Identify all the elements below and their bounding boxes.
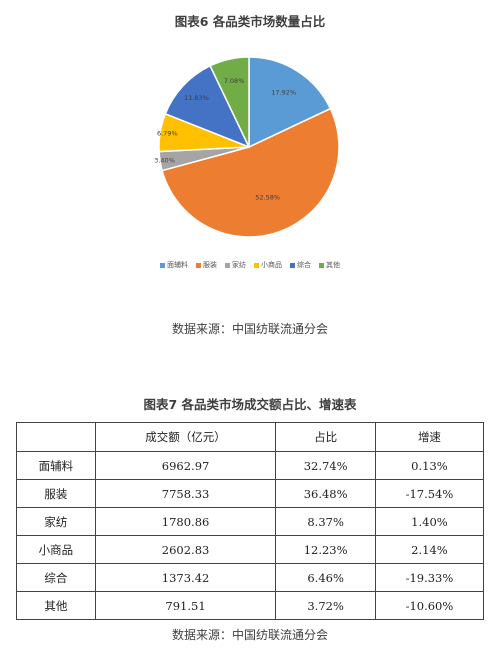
value-cell: 2.14% bbox=[374, 535, 485, 564]
legend-item: 面辅料 bbox=[160, 260, 188, 270]
legend-swatch bbox=[254, 262, 259, 268]
category-cell: 家纺 bbox=[16, 507, 96, 536]
table-header-cell bbox=[16, 422, 96, 452]
slice-data-label: 7.08% bbox=[224, 77, 245, 85]
category-cell: 其他 bbox=[16, 591, 96, 620]
value-cell: 2602.83 bbox=[94, 535, 277, 564]
table-row: 服装 7758.33 36.48% -17.54% bbox=[16, 479, 485, 508]
legend-swatch bbox=[319, 262, 324, 268]
category-cell: 服装 bbox=[16, 479, 96, 508]
slice-data-label: 52.58% bbox=[255, 194, 280, 202]
value-cell: -17.54% bbox=[374, 479, 485, 508]
table-row: 家纺 1780.86 8.37% 1.40% bbox=[16, 507, 485, 536]
value-cell: 12.23% bbox=[275, 535, 376, 564]
legend-label: 小商品 bbox=[261, 261, 282, 269]
slice-data-label: 11.83% bbox=[184, 94, 209, 102]
legend-label: 家纺 bbox=[232, 261, 246, 269]
legend-label: 综合 bbox=[297, 261, 311, 269]
value-cell: 3.72% bbox=[275, 591, 376, 620]
legend-swatch bbox=[196, 262, 201, 268]
value-cell: 1.40% bbox=[374, 507, 485, 536]
value-cell: 0.13% bbox=[374, 451, 485, 480]
value-cell: 791.51 bbox=[94, 591, 277, 620]
category-cell: 小商品 bbox=[16, 535, 96, 564]
table-header-cell: 成交额（亿元） bbox=[94, 422, 277, 452]
table-header-cell: 占比 bbox=[275, 422, 376, 452]
legend-item: 家纺 bbox=[225, 260, 246, 270]
table-title: 图表7 各品类市场成交额占比、增速表 bbox=[143, 397, 357, 412]
legend-label: 服装 bbox=[203, 261, 217, 269]
value-cell: 6962.97 bbox=[94, 451, 277, 480]
value-cell: -10.60% bbox=[374, 591, 485, 620]
pie-chart: 17.92% 52.58% 3.40% 6.79% 11.83% 7.08% bbox=[154, 56, 340, 238]
data-table: 成交额（亿元） 占比 增速 面辅料 6962.97 32.74% 0.13% 服装 775… bbox=[16, 422, 485, 620]
legend-label: 面辅料 bbox=[167, 261, 188, 269]
slice-data-label: 17.92% bbox=[271, 88, 296, 96]
value-cell: 36.48% bbox=[275, 479, 376, 508]
legend-swatch bbox=[160, 262, 165, 268]
legend-item: 其他 bbox=[319, 260, 340, 270]
value-cell: 32.74% bbox=[275, 451, 376, 480]
table-header-row: 成交额（亿元） 占比 增速 bbox=[16, 422, 485, 452]
table-row: 面辅料 6962.97 32.74% 0.13% bbox=[16, 451, 485, 480]
category-cell: 综合 bbox=[16, 563, 96, 592]
slice-data-label: 6.79% bbox=[157, 130, 178, 138]
table-row: 综合 1373.42 6.46% -19.33% bbox=[16, 563, 485, 592]
table-header-cell: 增速 bbox=[374, 422, 485, 452]
table-row: 其他 791.51 3.72% -10.60% bbox=[16, 591, 485, 620]
chart-source-note: 数据来源：中国纺联流通分会 bbox=[171, 322, 328, 336]
value-cell: 1373.42 bbox=[94, 563, 277, 592]
value-cell: 8.37% bbox=[275, 507, 376, 536]
value-cell: 1780.86 bbox=[94, 507, 277, 536]
category-cell: 面辅料 bbox=[16, 451, 96, 480]
legend-item: 服装 bbox=[196, 260, 217, 270]
chart-title: 图表6 各品类市场数量占比 bbox=[174, 14, 326, 29]
pie-slice bbox=[248, 56, 332, 149]
legend-swatch bbox=[225, 262, 230, 268]
pie-slice bbox=[209, 56, 250, 148]
table-source-note: 数据来源：中国纺联流通分会 bbox=[171, 628, 328, 642]
value-cell: -19.33% bbox=[374, 563, 485, 592]
legend-label: 其他 bbox=[326, 261, 340, 269]
chart-legend: 面辅料 服装 家纺 小商品 综合 其他 bbox=[0, 260, 500, 270]
legend-swatch bbox=[290, 262, 295, 268]
table-row: 小商品 2602.83 12.23% 2.14% bbox=[16, 535, 485, 564]
pie-slice bbox=[164, 64, 251, 149]
legend-item: 综合 bbox=[290, 260, 311, 270]
value-cell: 7758.33 bbox=[94, 479, 277, 508]
value-cell: 6.46% bbox=[275, 563, 376, 592]
legend-item: 小商品 bbox=[254, 260, 282, 270]
pie-slice bbox=[161, 107, 340, 238]
slice-data-label: 3.40% bbox=[154, 156, 175, 164]
